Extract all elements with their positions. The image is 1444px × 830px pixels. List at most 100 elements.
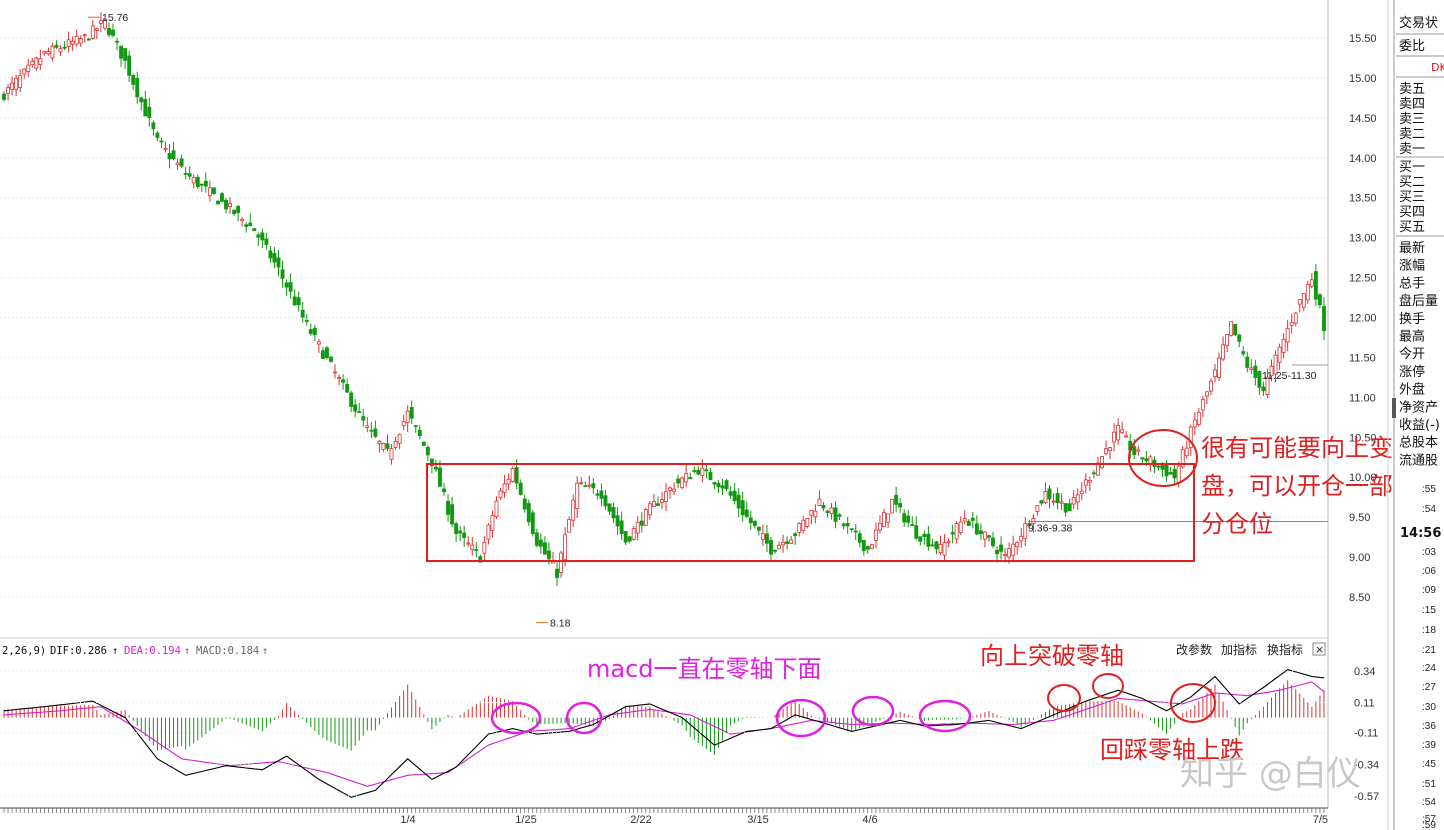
dif-arrow-icon: ↑ [112, 645, 118, 657]
candle-body [1023, 523, 1028, 539]
candle-body [1192, 419, 1197, 428]
macd-axis: 0.34 0.11 -0.11 -0.34 -0.57 [0, 666, 1379, 803]
time-tick-label: :54 [1422, 504, 1436, 515]
close-indicator-button[interactable] [1312, 642, 1326, 656]
macd-tick-label: -0.57 [1354, 791, 1379, 803]
candle-body [494, 500, 499, 518]
candle-body [191, 176, 196, 184]
candle-body [482, 541, 487, 554]
time-tick-label: :54 [1422, 797, 1436, 808]
candle-body [224, 199, 228, 210]
candle-body [94, 28, 99, 31]
candle-body [171, 150, 176, 159]
candle-body [797, 523, 802, 533]
candle-body [1140, 457, 1145, 460]
candle-body [619, 520, 624, 534]
candle-body [1289, 322, 1294, 326]
candle-body [514, 467, 519, 484]
candle-body [890, 498, 895, 514]
candle-body [575, 482, 580, 510]
candle-body [970, 517, 975, 521]
candle-body [910, 524, 915, 526]
candle-body [752, 520, 757, 527]
candle-body [1293, 312, 1298, 324]
candle-body [498, 490, 503, 499]
macd-break-circle-2 [1092, 673, 1124, 699]
breakout-circle [1128, 429, 1198, 487]
stat-label: 盘后量 [1399, 293, 1438, 309]
candle-body [692, 470, 697, 472]
price-marks: 15.76 8.18 9.36-9.38 11.25-11.30 [88, 12, 1328, 630]
candle-body [744, 509, 749, 517]
price-tick-label: 9.00 [1349, 552, 1370, 564]
candle-body [656, 503, 660, 506]
candle-body [1188, 426, 1193, 448]
box-note-line-1: 很有可能要向上变 [1201, 434, 1393, 462]
time-tick-label: :55 [1422, 484, 1436, 495]
sell-level-label: 卖二 [1399, 127, 1425, 142]
time-tick-label: 2/22 [630, 814, 651, 826]
candle-body [712, 482, 717, 485]
macd-circle-3 [775, 698, 827, 738]
time-tick-label: 1/4 [400, 814, 415, 826]
add-indicator-button[interactable]: 加指标 [1221, 642, 1257, 657]
candle-body [1039, 500, 1044, 504]
candle-body [26, 64, 31, 72]
candle-body [127, 55, 132, 76]
candle-body [98, 20, 103, 24]
candle-body [510, 468, 515, 482]
candle-body [538, 539, 543, 547]
stat-label: 总手 [1399, 276, 1425, 291]
panel-collapse-handle[interactable] [1392, 398, 1396, 418]
candle-body [216, 200, 220, 205]
candle-body [155, 132, 160, 138]
candle-body [918, 536, 923, 542]
candle-body [1245, 356, 1250, 368]
candle-body [6, 86, 10, 94]
candle-body [1209, 380, 1213, 392]
candle-body [159, 140, 164, 143]
candle-body [74, 35, 79, 45]
candle-body [724, 480, 729, 489]
candle-body [38, 58, 43, 65]
change-params-button[interactable]: 改参数 [1176, 642, 1212, 657]
candle-body [716, 483, 721, 488]
gap-label-2: 11.25-11.30 [1262, 370, 1317, 382]
stat-label: 涨停 [1399, 364, 1425, 380]
candle-body [1067, 503, 1072, 512]
candle-body [272, 253, 277, 263]
candle-body [922, 533, 927, 537]
candle-body [1148, 456, 1153, 465]
time-tick-label: :15 [1422, 605, 1436, 616]
candle-body [579, 482, 584, 485]
candle-body [1172, 468, 1177, 479]
candle-body [357, 411, 362, 414]
candle-body [78, 38, 83, 44]
candle-body [688, 477, 693, 480]
macd-break-circle-1 [1047, 684, 1081, 712]
macd-params: 2,26,9) [2, 645, 46, 657]
candle-body [1087, 480, 1092, 483]
time-tick-label: :57 [1422, 814, 1436, 825]
candle-body [611, 507, 616, 519]
dk-marker: DK [1431, 61, 1444, 74]
range-box [426, 463, 1195, 562]
time-tick-label: 1/25 [515, 814, 536, 826]
candle-body [1007, 548, 1012, 558]
candle-body [1055, 492, 1060, 504]
candle-body [179, 158, 184, 167]
switch-indicator-button[interactable]: 换指标 [1267, 642, 1303, 657]
stat-label: 涨幅 [1399, 259, 1425, 274]
candle-body [837, 514, 842, 517]
candle-body [1241, 351, 1246, 355]
candle-body [1031, 518, 1036, 524]
candle-body [18, 75, 23, 88]
weibi-label: 委比 [1399, 39, 1425, 54]
candle-body [1257, 371, 1262, 388]
candle-body [914, 525, 919, 539]
candle-body [107, 27, 111, 36]
candle-body [769, 540, 773, 555]
